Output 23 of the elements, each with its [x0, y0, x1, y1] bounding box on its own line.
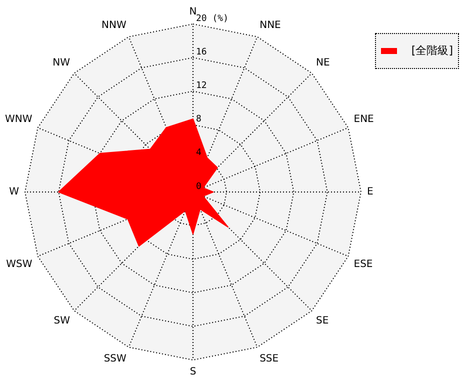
spoke-label: W	[9, 186, 20, 198]
spoke-label: SE	[316, 316, 329, 327]
spoke-label: N	[189, 6, 197, 18]
spoke-label: E	[366, 186, 374, 198]
spoke-label: NW	[52, 58, 70, 69]
spoke-label: SSW	[104, 353, 127, 364]
spoke-label: SW	[54, 316, 70, 327]
y-tick-label: 4	[196, 148, 202, 158]
spoke-label: NE	[316, 58, 330, 69]
spoke-label: WNW	[4, 114, 32, 126]
spoke-label: WSW	[6, 259, 32, 270]
legend-label: [全階級]	[411, 43, 453, 58]
spoke-label: ENE	[354, 114, 374, 126]
spoke-label: NNE	[260, 20, 281, 31]
spoke-label: S	[190, 366, 196, 378]
y-tick-label: 20 (%)	[196, 14, 229, 24]
y-tick-label: 0	[196, 182, 202, 192]
spoke-label: NNW	[102, 20, 127, 31]
y-tick-label: 8	[196, 114, 202, 125]
spoke-label: ESE	[354, 259, 373, 270]
y-tick-label: 12	[196, 81, 207, 92]
spoke-label: SSE	[260, 353, 279, 364]
y-tick-label: 16	[196, 47, 207, 58]
